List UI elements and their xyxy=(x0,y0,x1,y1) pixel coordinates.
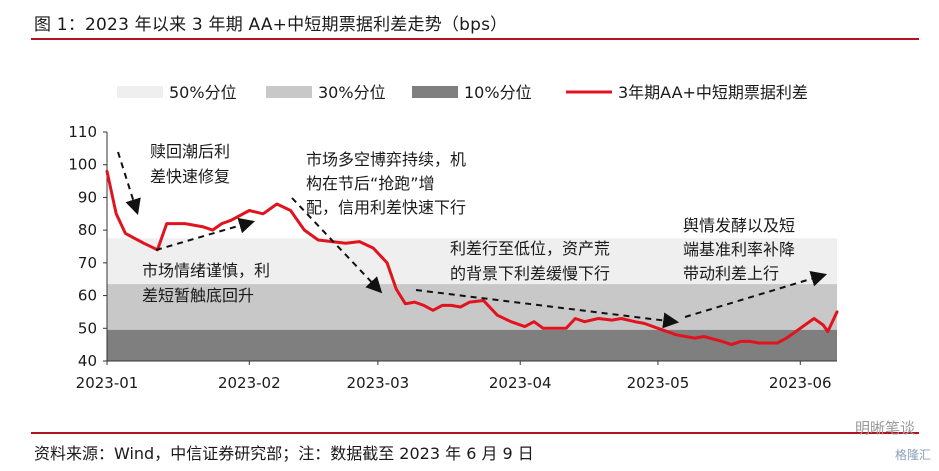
legend-label-3: 10%分位 xyxy=(464,83,532,102)
annotation-1-line-1: 赎回潮后利 xyxy=(150,142,230,161)
annotation-5-line-1: 舆情发酵以及短 xyxy=(683,216,795,235)
y-tick-label: 50 xyxy=(78,319,97,337)
annotation-3-line-3: 配，信用利差快速下行 xyxy=(306,198,466,217)
annotation-arrow xyxy=(684,271,828,318)
annotation-2-line-1: 市场情绪谨慎，利 xyxy=(142,261,270,280)
y-tick-label: 110 xyxy=(68,123,97,141)
y-tick-label: 80 xyxy=(78,221,97,239)
legend-label-2: 30%分位 xyxy=(318,83,386,102)
y-tick-label: 100 xyxy=(68,156,97,174)
watermark-text: 明晰笔谈 xyxy=(854,419,915,437)
y-tick-label: 90 xyxy=(78,188,97,206)
legend-swatch-3 xyxy=(412,86,458,98)
x-tick-label: 2023-03 xyxy=(347,374,410,392)
top-rule xyxy=(31,38,919,40)
y-tick-label: 60 xyxy=(78,287,97,305)
legend-label-1: 50%分位 xyxy=(169,83,237,102)
figure-title: 图 1：2023 年以来 3 年期 AA+中短期票据利差走势（bps） xyxy=(34,15,508,35)
annotation-arrows xyxy=(117,151,828,329)
x-tick-label: 2023-06 xyxy=(769,374,832,392)
y-tick-labels: 40 50 60 70 80 90 100 110 xyxy=(68,123,97,370)
annotation-4-line-2: 的背景下利差缓慢下行 xyxy=(450,264,610,283)
annotation-arrow xyxy=(155,217,256,251)
band-3 xyxy=(107,329,837,361)
watermark-secondary: 格隆汇 xyxy=(894,448,931,462)
bottom-rule xyxy=(31,432,919,434)
legend: 50%分位 30%分位 10%分位 3年期AA+中短期票据利差 xyxy=(117,83,808,102)
x-tick-label: 2023-01 xyxy=(76,374,139,392)
x-tick-label: 2023-04 xyxy=(489,374,552,392)
annotation-5-line-3: 带动利差上行 xyxy=(683,264,779,283)
annotation-arrow xyxy=(117,151,141,216)
annotation-3-line-2: 构在节后“抢跑”增 xyxy=(306,174,435,193)
annotation-5-line-2: 端基准利率补降 xyxy=(683,240,795,259)
source-note: 资料来源：Wind，中信证券研究部；注：数据截至 2023 年 6 月 9 日 xyxy=(34,444,534,463)
annotation-3-line-1: 市场多空博弈持续，机 xyxy=(306,150,466,169)
annotation-4-line-1: 利差行至低位，资产荒 xyxy=(450,239,610,258)
y-tick-label: 40 xyxy=(78,352,97,370)
series-lines xyxy=(105,169,839,347)
annotation-2-line-2: 差短暂触底回升 xyxy=(142,286,254,305)
x-tick-label: 2023-02 xyxy=(218,374,281,392)
x-tick-label: 2023-05 xyxy=(627,374,690,392)
y-tick-label: 70 xyxy=(78,254,97,272)
legend-label-4: 3年期AA+中短期票据利差 xyxy=(618,83,808,102)
legend-swatch-1 xyxy=(117,86,163,98)
x-tick-labels: 2023-01 2023-02 2023-03 2023-04 2023-05 2023-… xyxy=(76,374,832,392)
annotation-1-line-2: 差快速修复 xyxy=(150,167,230,186)
legend-swatch-2 xyxy=(266,86,312,98)
